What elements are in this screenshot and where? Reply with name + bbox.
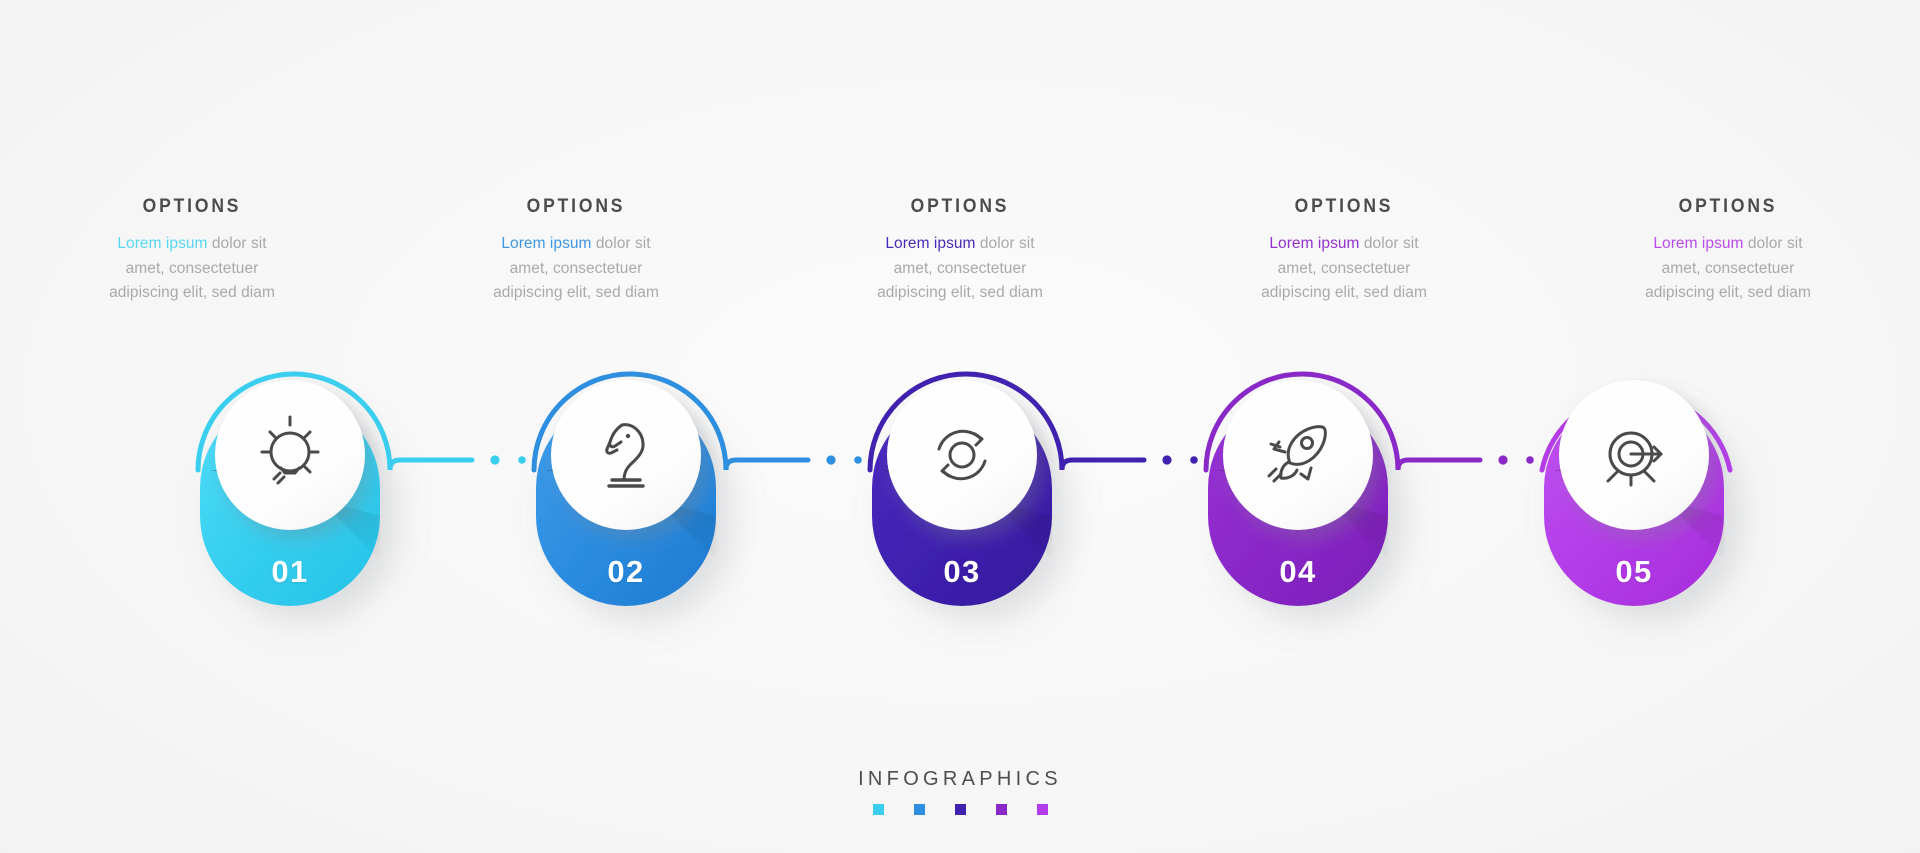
step-highlight-03: Lorem ipsum xyxy=(885,235,976,252)
step-disc-05 xyxy=(1559,380,1709,530)
step-number-01: 01 xyxy=(271,554,309,589)
color-swatches xyxy=(0,804,1920,815)
step-arc-connector-01 xyxy=(195,371,475,473)
step-arc-05 xyxy=(1539,391,1733,473)
step-highlight-04: Lorem ipsum xyxy=(1269,235,1360,252)
swatch-05 xyxy=(1036,804,1048,815)
step-number-05: 05 xyxy=(1615,554,1653,589)
step-column-03[interactable]: OPTIONS Lorem ipsum dolor sit amet, cons… xyxy=(768,196,1152,306)
step-disc-02 xyxy=(551,380,701,530)
step-column-04[interactable]: OPTIONS Lorem ipsum dolor sit amet, cons… xyxy=(1152,196,1536,306)
step-body-02: dolor sit amet, consectetuer adipiscing … xyxy=(493,235,659,302)
step-disc-03 xyxy=(887,380,1037,530)
step-disc-01 xyxy=(215,380,365,530)
step-body-04: dolor sit amet, consectetuer adipiscing … xyxy=(1261,235,1427,302)
connector-dots-04-05 xyxy=(1498,455,1560,465)
chess-knight-icon xyxy=(605,423,645,488)
step-description-03: Lorem ipsum dolor sit amet, consectetuer… xyxy=(768,232,1152,306)
step-number-02: 02 xyxy=(607,554,645,589)
step-title-03: OPTIONS xyxy=(910,196,1010,217)
step-arc-connector-02 xyxy=(531,371,811,473)
connector-dots-03-04 xyxy=(1162,455,1224,465)
step-number-04: 04 xyxy=(1279,554,1317,589)
pill-shade-05 xyxy=(1554,470,1724,560)
swatch-03 xyxy=(954,804,966,815)
step-body-03: dolor sit amet, consectetuer adipiscing … xyxy=(877,235,1043,302)
footer-title: INFOGRAPHICS xyxy=(858,768,1062,790)
step-body-01: dolor sit amet, consectetuer adipiscing … xyxy=(109,235,275,302)
sync-refresh-icon xyxy=(937,429,987,481)
target-arrow-icon xyxy=(1606,431,1663,487)
step-highlight-05: Lorem ipsum xyxy=(1653,235,1744,252)
swatch-01 xyxy=(872,804,884,815)
step-title-01: OPTIONS xyxy=(142,196,242,217)
step-description-04: Lorem ipsum dolor sit amet, consectetuer… xyxy=(1152,232,1536,306)
step-text-columns: OPTIONS Lorem ipsum dolor sit amet, cons… xyxy=(0,196,1920,306)
rocket-icon xyxy=(1267,425,1327,483)
pill-shade-03 xyxy=(882,470,1052,560)
lightbulb-icon xyxy=(260,415,320,485)
step-title-04: OPTIONS xyxy=(1294,196,1394,217)
step-body-05: dolor sit amet, consectetuer adipiscing … xyxy=(1645,235,1811,302)
step-disc-04 xyxy=(1223,380,1373,530)
connector-dots-01-02 xyxy=(490,455,552,465)
pill-shade-02 xyxy=(546,470,716,560)
step-description-05: Lorem ipsum dolor sit amet, consectetuer… xyxy=(1536,232,1920,306)
pill-shade-04 xyxy=(1218,470,1388,560)
step-title-02: OPTIONS xyxy=(526,196,626,217)
swatch-04 xyxy=(995,804,1007,815)
step-column-02[interactable]: OPTIONS Lorem ipsum dolor sit amet, cons… xyxy=(384,196,768,306)
step-title-05: OPTIONS xyxy=(1678,196,1778,217)
step-arc-connector-03 xyxy=(867,371,1147,473)
pill-shade-01 xyxy=(210,470,380,560)
step-column-01[interactable]: OPTIONS Lorem ipsum dolor sit amet, cons… xyxy=(0,196,384,306)
swatch-02 xyxy=(913,804,925,815)
step-highlight-02: Lorem ipsum xyxy=(501,235,592,252)
step-number-03: 03 xyxy=(943,554,981,589)
step-highlight-01: Lorem ipsum xyxy=(117,235,208,252)
connector-dots-02-03 xyxy=(826,455,888,465)
step-description-02: Lorem ipsum dolor sit amet, consectetuer… xyxy=(384,232,768,306)
footer: INFOGRAPHICS xyxy=(0,768,1920,815)
step-column-05[interactable]: OPTIONS Lorem ipsum dolor sit amet, cons… xyxy=(1536,196,1920,306)
step-arc-connector-04 xyxy=(1203,371,1483,473)
step-description-01: Lorem ipsum dolor sit amet, consectetuer… xyxy=(0,232,384,306)
